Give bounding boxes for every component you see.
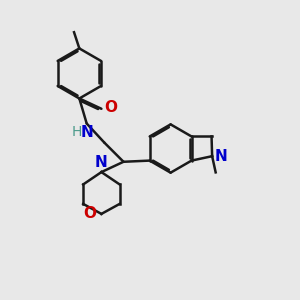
- Text: N: N: [214, 149, 227, 164]
- Text: N: N: [80, 125, 93, 140]
- Text: O: O: [83, 206, 96, 221]
- Text: O: O: [104, 100, 117, 115]
- Text: N: N: [94, 155, 107, 170]
- Text: H: H: [71, 125, 82, 139]
